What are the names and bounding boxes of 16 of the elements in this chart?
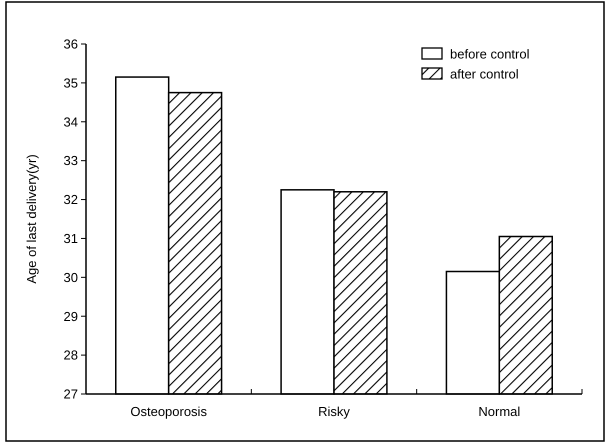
- y-tick-label: 35: [64, 75, 78, 90]
- y-tick-label: 34: [64, 114, 78, 130]
- y-tick-label: 33: [64, 153, 78, 168]
- y-tick-label: 36: [64, 36, 78, 52]
- legend-label: before control: [450, 46, 530, 62]
- legend-label: after control: [450, 66, 519, 82]
- x-tick-label: Risky: [318, 404, 350, 419]
- y-tick-label: 27: [64, 386, 78, 402]
- y-tick-label: 29: [64, 308, 78, 324]
- y-tick-label: 32: [64, 192, 78, 208]
- y-tick-label: 28: [64, 348, 78, 363]
- y-tick-label: 31: [64, 230, 78, 246]
- x-tick-label: Osteoporosis: [130, 404, 208, 419]
- x-tick-label: Normal: [478, 404, 520, 419]
- y-axis-title: Age of last delivery(yr): [24, 154, 39, 284]
- y-tick-label: 30: [64, 270, 78, 285]
